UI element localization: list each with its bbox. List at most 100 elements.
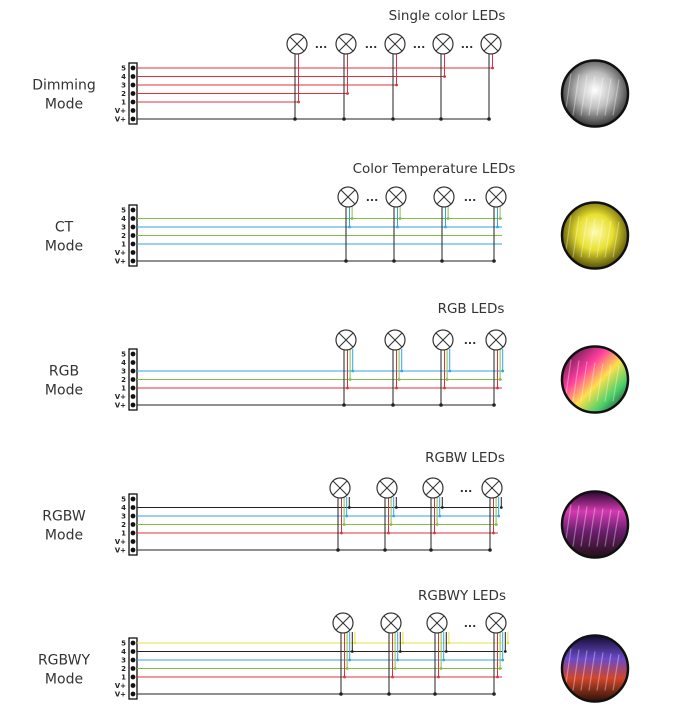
- junction-dot: [344, 259, 348, 263]
- terminal-pin: [130, 385, 136, 391]
- junction-dot: [506, 641, 510, 645]
- led-lamp-icon: [485, 186, 507, 208]
- junction-dot: [398, 217, 402, 220]
- junction-dot: [499, 506, 503, 509]
- terminal-pin: [130, 649, 136, 654]
- junction-dot: [498, 378, 502, 381]
- led-lamp-icon: [335, 329, 357, 351]
- ellipsis-label: ...: [413, 38, 426, 51]
- junction-dot: [400, 369, 404, 373]
- junction-dot: [353, 641, 357, 645]
- terminal-pin: [130, 74, 136, 79]
- terminal-pin: [130, 674, 136, 680]
- led-type-title: RGBW LEDs: [425, 450, 505, 466]
- junction-dot: [350, 217, 354, 220]
- led-lamp-icon: [481, 477, 503, 499]
- junction-dot: [447, 641, 451, 645]
- ellipsis-label: ...: [461, 38, 474, 51]
- terminal-pin: [130, 496, 136, 502]
- terminal-pin-label: V+: [115, 107, 126, 115]
- ellipsis-label: ...: [365, 38, 378, 51]
- terminal-pin-label: V+: [115, 547, 126, 555]
- junction-dot: [439, 667, 443, 670]
- terminal-pin: [130, 207, 136, 213]
- junction-dot: [401, 641, 405, 645]
- terminal-pin-label: 5: [121, 65, 126, 73]
- junction-dot: [343, 675, 346, 679]
- junction-dot: [444, 225, 447, 229]
- mode-suffix-label: Mode: [45, 672, 83, 688]
- junction-dot: [392, 514, 396, 518]
- terminal-pin: [130, 513, 136, 519]
- junction-dot: [297, 100, 300, 104]
- junction-dot: [494, 523, 498, 526]
- terminal-pin: [130, 640, 136, 646]
- terminal-pin-label: 3: [121, 657, 126, 665]
- junction-dot: [439, 117, 443, 121]
- terminal-pin-label: 1: [121, 241, 126, 249]
- junction-dot: [488, 548, 492, 552]
- terminal-pin-label: 2: [121, 90, 126, 98]
- junction-dot: [439, 403, 443, 407]
- led-lamp-icon: [485, 329, 507, 351]
- terminal-pin-label: 1: [121, 674, 126, 682]
- terminal-pin-label: 4: [121, 648, 126, 656]
- junction-dot: [435, 523, 439, 526]
- led-lamp-icon: [422, 477, 444, 499]
- junction-dot: [342, 523, 346, 526]
- terminal-pin: [130, 216, 136, 221]
- terminal-pin-label: V+: [115, 258, 126, 266]
- junction-dot: [446, 217, 450, 220]
- junction-dot: [347, 506, 351, 509]
- led-lamp-icon: [433, 186, 455, 208]
- junction-dot: [492, 403, 496, 407]
- terminal-pin: [130, 394, 136, 399]
- terminal-pin: [130, 368, 136, 374]
- led-lamp-icon: [384, 329, 406, 351]
- junction-dot: [391, 675, 394, 679]
- junction-dot: [498, 667, 502, 670]
- junction-dot: [393, 667, 397, 670]
- terminal-pin: [130, 666, 136, 671]
- terminal-pin-label: V+: [115, 538, 126, 546]
- terminal-pin-label: 1: [121, 385, 126, 393]
- ellipsis-label: ...: [464, 334, 477, 347]
- terminal-pin-label: 4: [121, 359, 126, 367]
- led-lamp-icon: [432, 329, 454, 351]
- led-lamp-icon: [335, 33, 357, 55]
- terminal-pin-label: 1: [121, 99, 126, 107]
- terminal-pin-label: 3: [121, 513, 126, 521]
- junction-dot: [342, 117, 346, 121]
- terminal-pin: [130, 505, 136, 510]
- terminal-pin: [130, 65, 136, 71]
- terminal-pin-label: 1: [121, 530, 126, 538]
- mode-suffix-label: Mode: [45, 97, 83, 113]
- terminal-pin-label: 5: [121, 496, 126, 504]
- junction-dot: [397, 378, 401, 381]
- junction-dot: [336, 548, 340, 552]
- junction-dot: [345, 667, 349, 670]
- mode-suffix-label: Mode: [45, 239, 83, 255]
- building-photo-rgbwy: [560, 634, 630, 703]
- junction-dot: [448, 369, 452, 373]
- junction-dot: [350, 650, 354, 653]
- ellipsis-label: ...: [460, 482, 473, 495]
- junction-dot: [498, 217, 502, 220]
- junction-dot: [496, 225, 499, 229]
- terminal-pin: [130, 657, 136, 663]
- junction-dot: [503, 650, 507, 653]
- junction-dot: [445, 378, 449, 381]
- terminal-pin: [130, 91, 136, 96]
- junction-dot: [340, 531, 343, 535]
- junction-dot: [389, 523, 393, 526]
- led-lamp-icon: [376, 477, 398, 499]
- terminal-pin: [130, 351, 136, 357]
- building-photo-white: [560, 59, 630, 128]
- junction-dot: [496, 386, 499, 390]
- terminal-pin-label: 2: [121, 521, 126, 529]
- junction-dot: [339, 692, 343, 696]
- junction-dot: [345, 514, 349, 518]
